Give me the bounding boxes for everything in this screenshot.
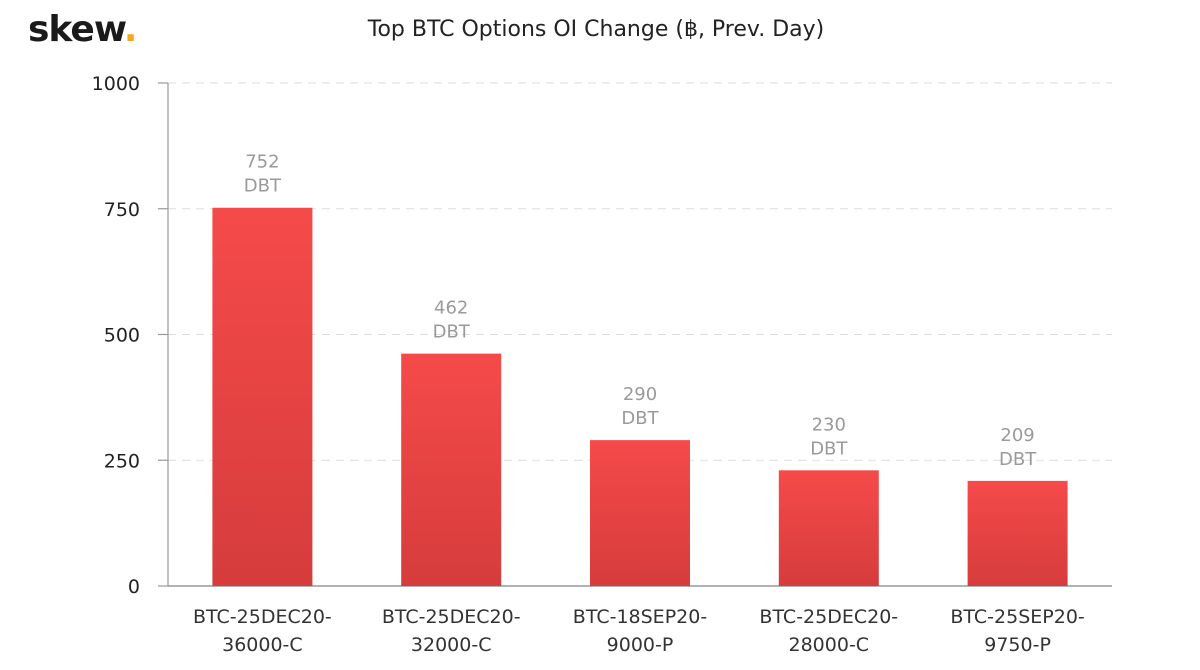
bar-5 (967, 480, 1068, 586)
data-label-value-4: 230 (812, 414, 846, 435)
x-category-label-4-line-2: 28000-C (789, 634, 870, 656)
bar-4 (778, 470, 879, 586)
chart-title: Top BTC Options OI Change (฿, Prev. Day) (367, 17, 825, 42)
brand-name: skew (28, 9, 125, 50)
data-label-unit-5: DBT (999, 449, 1037, 470)
data-label-value-5: 209 (1000, 425, 1034, 446)
data-label-value-1: 752 (245, 152, 279, 173)
x-category-label-1-line-2: 36000-C (222, 634, 303, 656)
data-label-unit-4: DBT (810, 438, 848, 459)
x-category-label-2-line-2: 32000-C (411, 634, 492, 656)
data-label-unit-1: DBT (244, 176, 282, 197)
y-tick-label-1000: 1000 (92, 73, 140, 95)
x-category-label-3-line-1: BTC-18SEP20- (573, 606, 707, 628)
x-category-labels: BTC-25DEC20- 36000-C BTC-25DEC20- 32000-C BT… (193, 606, 1085, 656)
data-label-value-3: 290 (623, 384, 657, 405)
x-category-label-4-line-1: BTC-25DEC20- (759, 606, 898, 628)
y-tick-label-500: 500 (104, 325, 140, 347)
x-category-label-5-line-1: BTC-25SEP20- (950, 606, 1084, 628)
y-tick-label-750: 750 (104, 199, 140, 221)
x-category-label-5-line-2: 9750-P (984, 634, 1051, 656)
brand-logo: skew. (28, 6, 138, 54)
bar-3 (590, 440, 690, 586)
y-tick-labels: 0 250 500 750 1000 (92, 73, 140, 598)
bar-2 (401, 353, 502, 586)
y-tick-label-250: 250 (104, 450, 140, 472)
data-label-value-2: 462 (434, 298, 468, 319)
grid-lines (168, 82, 1112, 461)
data-label-unit-3: DBT (621, 408, 659, 429)
bars (212, 207, 1068, 586)
x-category-label-3-line-2: 9000-P (607, 634, 674, 656)
bar-1 (212, 207, 313, 586)
y-tick-label-0: 0 (128, 576, 140, 598)
data-labels: 752 DBT 462 DBT 290 DBT 230 DBT 209 DBT (244, 152, 1037, 470)
x-category-label-2-line-1: BTC-25DEC20- (382, 606, 521, 628)
brand-dot: . (123, 9, 138, 50)
x-category-label-1-line-1: BTC-25DEC20- (193, 606, 332, 628)
data-label-unit-2: DBT (433, 322, 471, 343)
